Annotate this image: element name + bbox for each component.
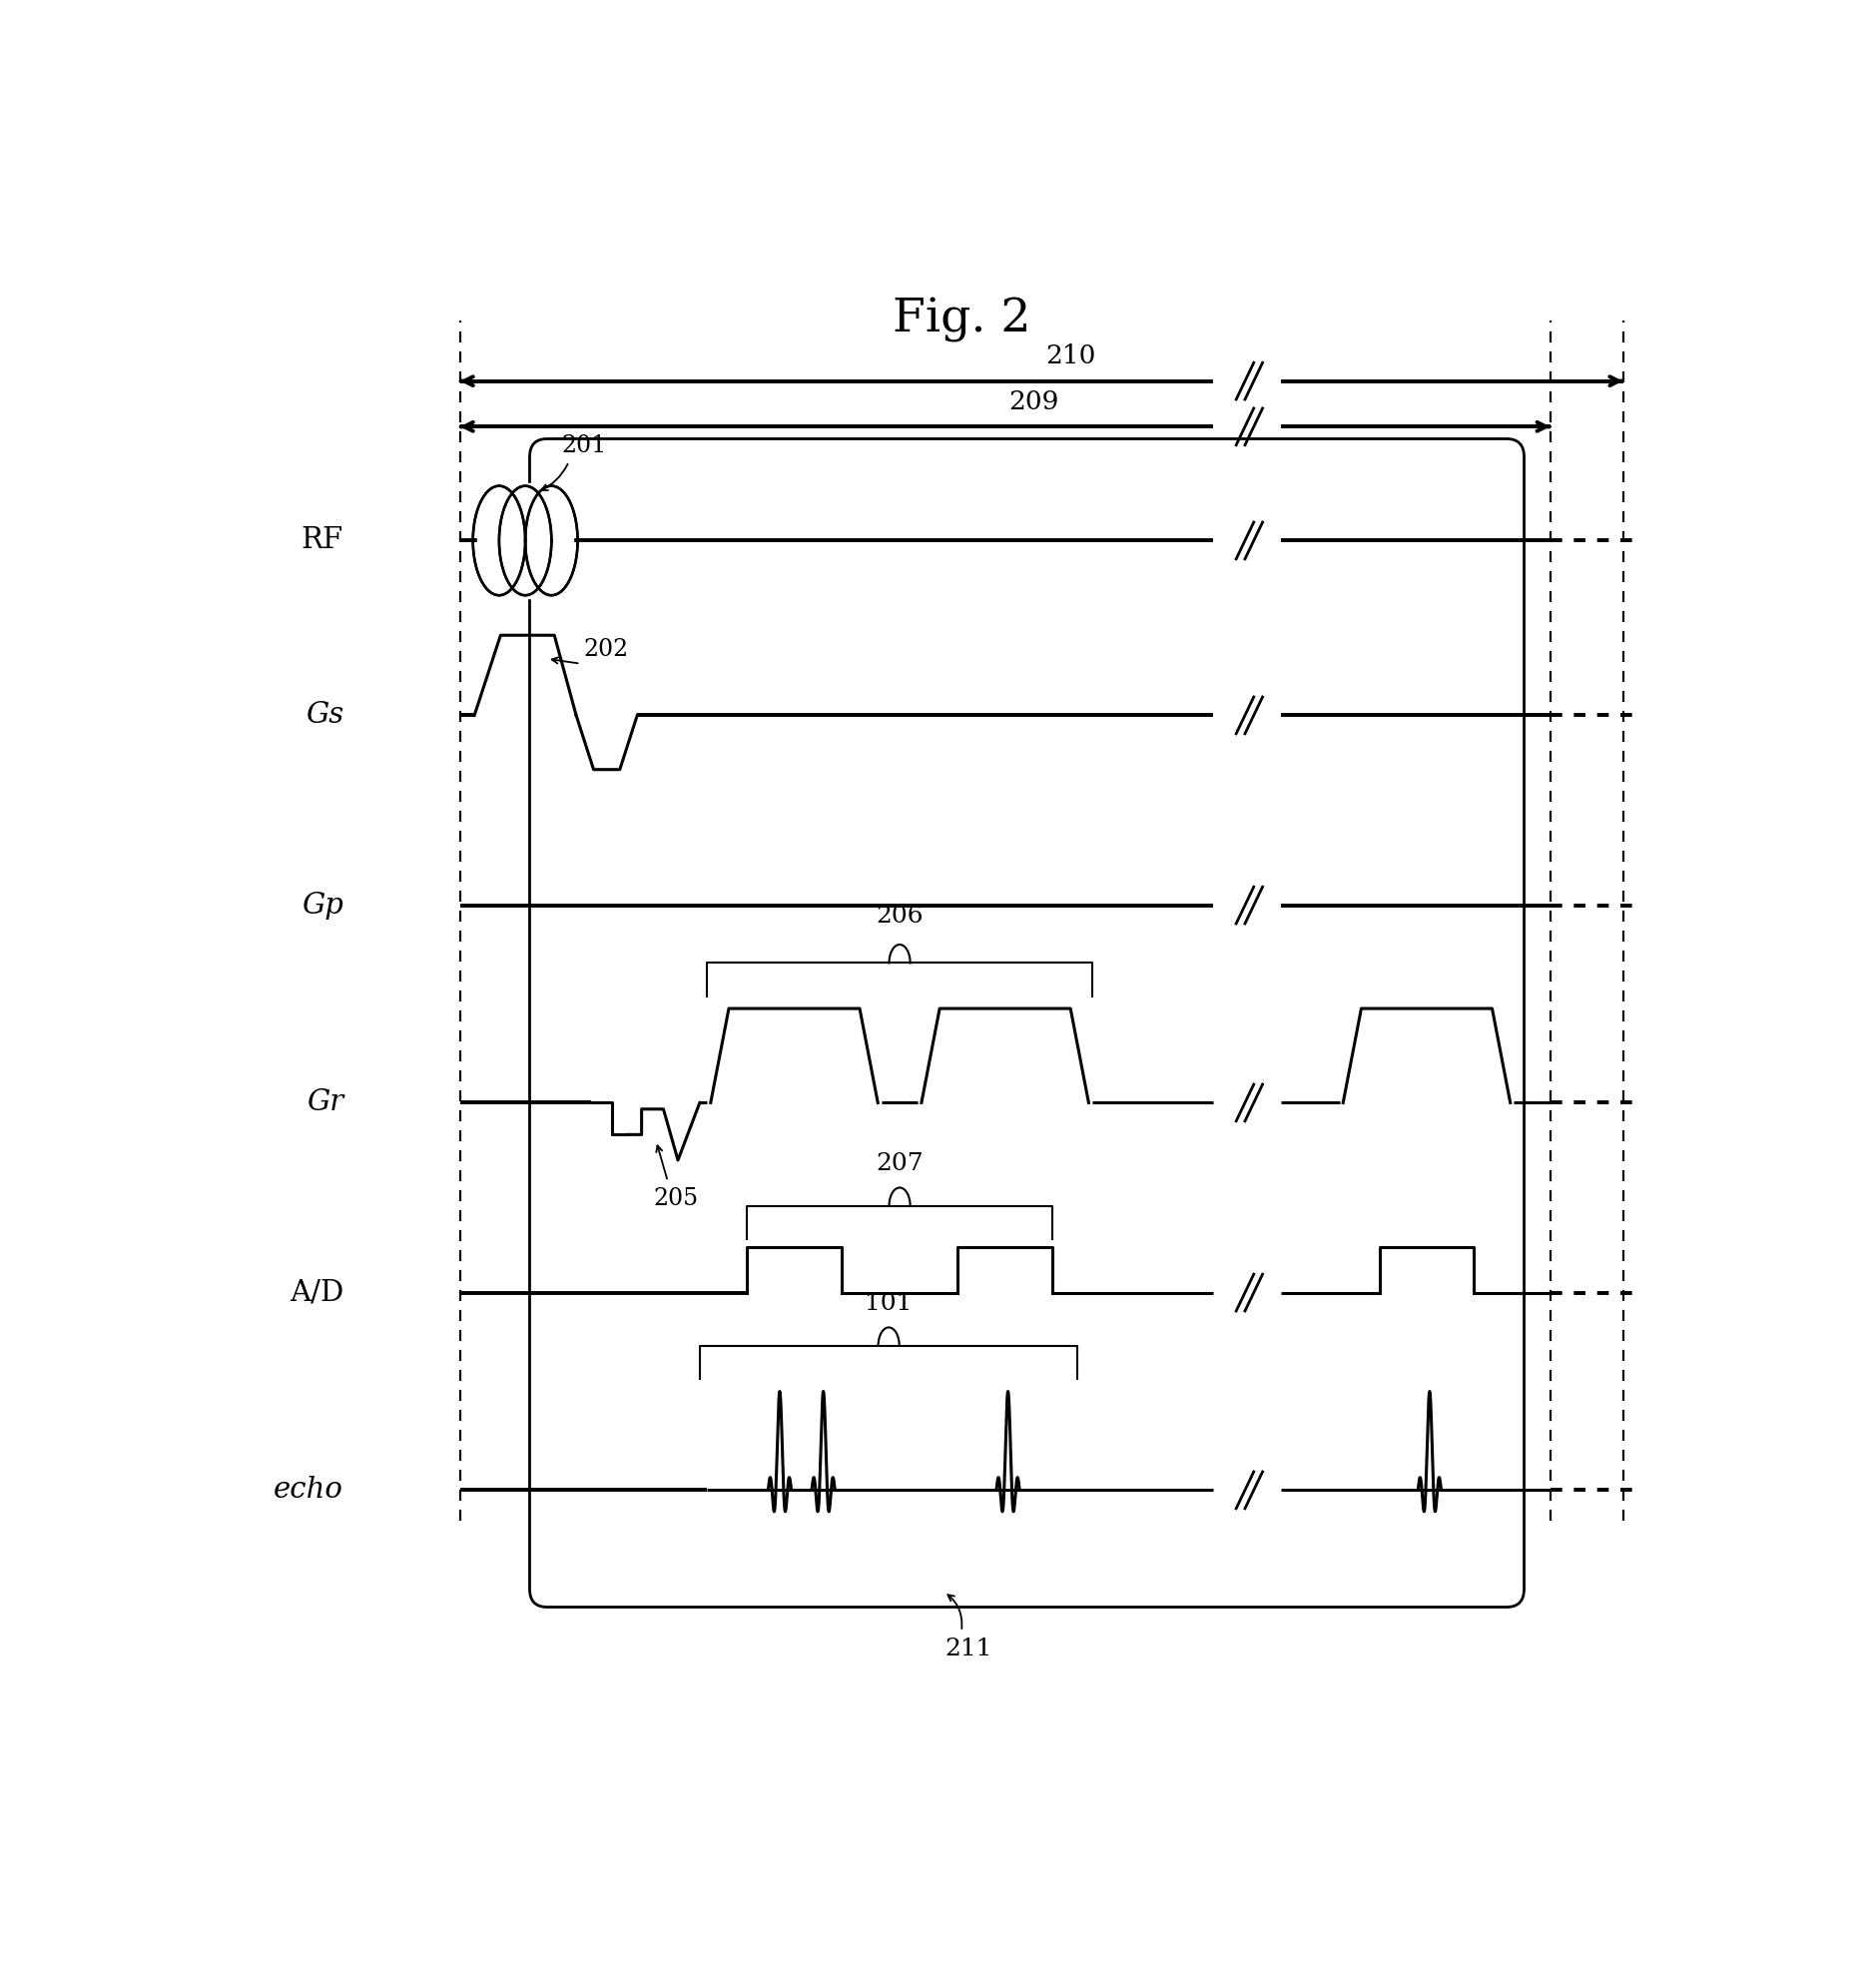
Text: Fig. 2: Fig. 2 (893, 298, 1030, 343)
Text: 209: 209 (1009, 389, 1060, 414)
Text: Gp: Gp (302, 892, 343, 919)
Text: 202: 202 (583, 637, 628, 661)
Text: 210: 210 (1045, 343, 1096, 369)
Text: Gs: Gs (306, 700, 343, 730)
Text: echo: echo (274, 1476, 343, 1503)
Text: 201: 201 (561, 434, 606, 458)
Text: RF: RF (302, 527, 343, 554)
Text: 207: 207 (876, 1152, 923, 1176)
Text: 101: 101 (865, 1292, 912, 1314)
Text: 211: 211 (946, 1638, 992, 1661)
Text: 206: 206 (876, 904, 923, 927)
Text: A/D: A/D (289, 1279, 343, 1306)
Text: 205: 205 (653, 1188, 698, 1211)
Text: Gr: Gr (306, 1089, 343, 1117)
